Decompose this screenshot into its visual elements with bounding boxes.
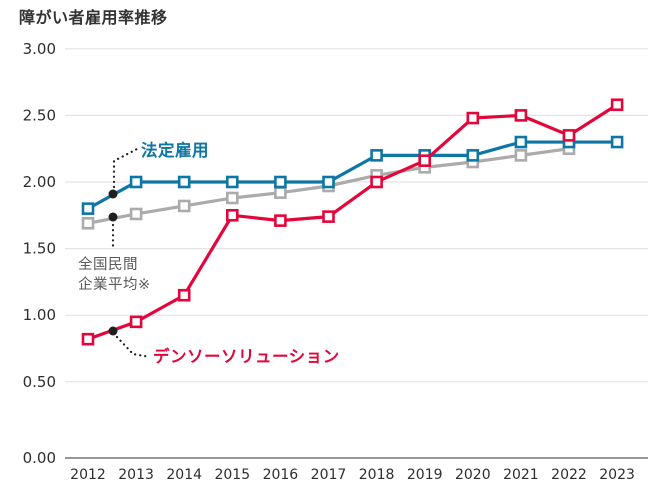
x-tick-label: 2019 bbox=[407, 467, 443, 483]
data-point-marker-denso-solution bbox=[274, 214, 287, 227]
series-label-legal-rate: 法定雇用 bbox=[141, 140, 209, 160]
series-line-denso-solution bbox=[87, 103, 618, 341]
data-point-marker-legal-rate bbox=[370, 149, 383, 162]
data-point-marker-legal-rate bbox=[177, 175, 191, 189]
data-point-marker-national-average bbox=[274, 186, 287, 199]
data-point-marker-denso-solution bbox=[129, 315, 143, 329]
y-tick-label: 0.00 bbox=[23, 449, 56, 467]
data-point-marker-national-average bbox=[226, 191, 239, 205]
annotation-leader-line-denso-solution bbox=[115, 335, 152, 359]
annotation-dot-legal-rate bbox=[108, 189, 118, 199]
data-point-marker-legal-rate bbox=[226, 175, 239, 189]
data-point-marker-legal-rate bbox=[129, 175, 143, 189]
y-tick-label: 2.00 bbox=[23, 173, 56, 191]
x-tick-label: 2022 bbox=[551, 467, 587, 483]
data-point-marker-denso-solution bbox=[562, 129, 576, 142]
data-point-marker-legal-rate bbox=[514, 135, 528, 149]
data-point-marker-denso-solution bbox=[466, 111, 480, 125]
y-tick-label: 0.50 bbox=[23, 373, 56, 391]
data-point-marker-national-average bbox=[81, 216, 95, 230]
series-line-legal-rate bbox=[87, 140, 618, 211]
annotation-dot-denso-solution bbox=[108, 326, 118, 336]
x-tick-label: 2015 bbox=[214, 467, 250, 483]
annotation-dot-national-average bbox=[108, 212, 118, 222]
x-tick-label: 2014 bbox=[166, 467, 202, 483]
data-point-marker-legal-rate bbox=[274, 175, 287, 189]
data-point-marker-denso-solution bbox=[610, 98, 624, 112]
x-tick-label: 2020 bbox=[455, 467, 491, 483]
data-point-marker-denso-solution bbox=[370, 175, 383, 189]
annotation-leader-line-legal-rate bbox=[112, 147, 139, 189]
x-tick-label: 2018 bbox=[359, 467, 395, 483]
y-tick-label: 3.00 bbox=[23, 40, 56, 58]
series-label-national-average: 全国民間企業平均※ bbox=[78, 255, 151, 293]
data-point-marker-national-average bbox=[129, 207, 143, 221]
data-point-marker-legal-rate bbox=[466, 149, 480, 162]
y-tick-label: 1.00 bbox=[23, 306, 56, 324]
series-label-denso-solution: デンソーソリューション bbox=[153, 346, 340, 366]
data-point-marker-legal-rate bbox=[81, 202, 95, 215]
x-tick-label: 2023 bbox=[599, 467, 635, 483]
data-point-marker-denso-solution bbox=[226, 209, 239, 222]
data-point-marker-denso-solution bbox=[81, 332, 95, 346]
x-tick-label: 2016 bbox=[263, 467, 299, 483]
chart-title: 障がい者雇用率推移 bbox=[19, 8, 168, 27]
data-point-marker-national-average bbox=[514, 149, 528, 162]
data-point-marker-legal-rate bbox=[322, 175, 335, 189]
data-point-marker-denso-solution bbox=[322, 210, 335, 223]
data-point-marker-legal-rate bbox=[610, 135, 624, 149]
y-tick-label: 1.50 bbox=[23, 240, 56, 258]
x-tick-label: 2017 bbox=[311, 467, 347, 483]
x-tick-label: 2012 bbox=[70, 467, 106, 483]
data-point-marker-denso-solution bbox=[514, 109, 528, 122]
y-tick-label: 2.50 bbox=[23, 106, 56, 124]
data-point-marker-denso-solution bbox=[418, 154, 432, 167]
data-point-marker-denso-solution bbox=[177, 288, 191, 302]
x-tick-label: 2013 bbox=[118, 467, 154, 483]
x-tick-label: 2021 bbox=[503, 467, 539, 483]
data-point-marker-national-average bbox=[177, 199, 191, 213]
